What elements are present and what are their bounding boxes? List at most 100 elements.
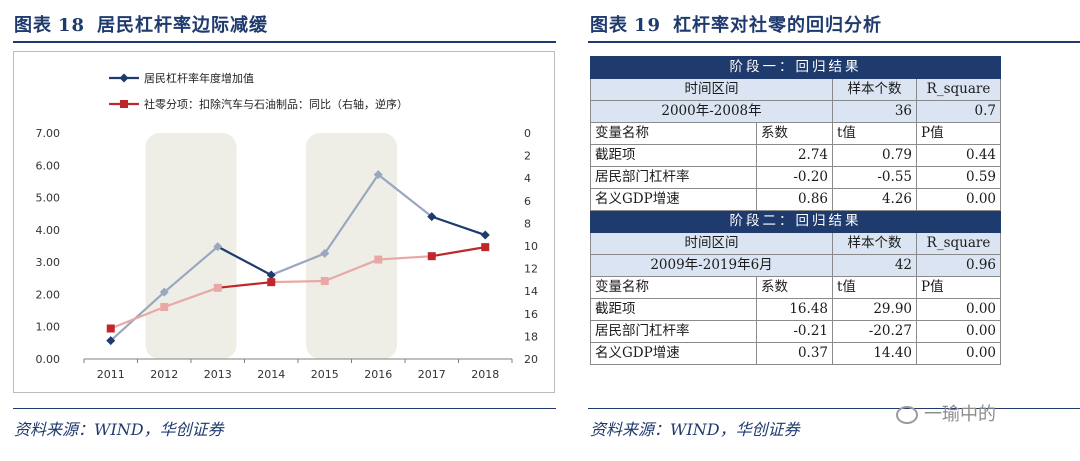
legend-marker-retail <box>120 100 128 108</box>
table-cell: 0.86 <box>756 188 833 211</box>
table-cell: 0.37 <box>756 342 833 365</box>
watermark: 一瑜中的 <box>896 400 996 426</box>
left-source-note: 资料来源：WIND，华创证券 <box>14 420 224 439</box>
table-cell: 变量名称 <box>590 122 757 145</box>
table-cell: 名义GDP增速 <box>590 188 757 211</box>
right-y-tick-label: 14 <box>524 285 538 298</box>
table-cell: 截距项 <box>590 144 757 167</box>
leverage-point <box>106 336 116 346</box>
left-figure-title: 图表 18 居民杠杆率边际减缓 <box>14 11 268 37</box>
table-section-header: 阶段二：回归结果 <box>590 210 1001 233</box>
leverage-chart: 2011 2012 2013 2014 2015 2016 2017 20180.001.00… <box>36 71 539 381</box>
leverage-line-segment <box>377 173 433 218</box>
table-cell: 时间区间 <box>590 232 833 255</box>
table-row: 名义GDP增速 0.86 4.26 0.00 <box>590 188 1001 211</box>
leverage-point <box>159 287 169 297</box>
table-section-header: 阶段一：回归结果 <box>590 56 1001 79</box>
leverage-line-segment <box>431 215 486 237</box>
leverage-point <box>480 230 490 240</box>
table-cell: 4.26 <box>832 188 917 211</box>
leverage-point <box>266 270 276 280</box>
x-tick-label: 2014 <box>257 368 285 381</box>
right-y-tick-label: 20 <box>524 353 538 366</box>
table-cell: 16.48 <box>756 298 833 321</box>
table-cell: 0.96 <box>916 254 1001 277</box>
table-cell: 0.44 <box>916 144 1001 167</box>
leverage-line-segment <box>217 245 272 277</box>
right-y-tick-label: 12 <box>524 263 538 276</box>
x-tick-label: 2012 <box>150 368 178 381</box>
table-cell: R_square <box>916 78 1001 101</box>
x-tick-label: 2018 <box>471 368 499 381</box>
section-title: 阶段一：回归结果 <box>590 56 1001 79</box>
right-y-tick-label: 2 <box>524 150 531 163</box>
table-row: 截距项 16.48 29.90 0.00 <box>590 298 1001 321</box>
table-cell: R_square <box>916 232 1001 255</box>
retail-point <box>160 303 169 312</box>
table-row: 时间区间 样本个数 R_square <box>590 232 1001 255</box>
retail-line-segment <box>324 258 379 283</box>
legend-label-retail: 社零分项：扣除汽车与石油制品：同比（右轴，逆序） <box>144 97 408 111</box>
right-figure-text: 杠杆率对社零的回归分析 <box>673 15 883 36</box>
table-row: 居民部门杠杆率 -0.21 -20.27 0.00 <box>590 320 1001 343</box>
right-y-tick-label: 6 <box>524 195 531 208</box>
left-y-tick-label: 2.00 <box>36 288 61 301</box>
left-y-tick-label: 1.00 <box>36 321 61 334</box>
table-row: 2009年-2019年6月 42 0.96 <box>590 254 1001 277</box>
right-figure-prefix: 图表 <box>590 15 628 36</box>
right-y-tick-label: 0 <box>524 127 531 140</box>
table-cell: 14.40 <box>832 342 917 365</box>
leverage-line-segment <box>110 291 165 342</box>
left-y-tick-label: 5.00 <box>36 192 61 205</box>
table-cell: P值 <box>916 276 1001 299</box>
table-cell: 居民部门杠杆率 <box>590 320 757 343</box>
table-cell: 系数 <box>756 122 833 145</box>
left-source-rule <box>13 408 556 409</box>
left-y-tick-label: 3.00 <box>36 256 61 269</box>
left-figure-text: 居民杠杆率边际减缓 <box>97 15 269 36</box>
table-cell: 名义GDP增速 <box>590 342 757 365</box>
table-row: 居民部门杠杆率 -0.20 -0.55 0.59 <box>590 166 1001 189</box>
left-title-rule <box>13 41 556 43</box>
table-cell: 变量名称 <box>590 276 757 299</box>
retail-line-segment <box>110 305 165 330</box>
table-cell: 36 <box>832 100 917 123</box>
x-tick-label: 2017 <box>418 368 446 381</box>
x-tick-label: 2011 <box>97 368 125 381</box>
retail-point <box>106 324 115 333</box>
table-row: 2000年-2008年 36 0.7 <box>590 100 1001 123</box>
table-cell: 样本个数 <box>832 78 917 101</box>
table-cell: 2000年-2008年 <box>590 100 833 123</box>
retail-line-segment <box>271 279 325 284</box>
retail-point <box>374 255 383 264</box>
table-cell: t值 <box>832 276 917 299</box>
table-cell: P值 <box>916 122 1001 145</box>
table-cell: 样本个数 <box>832 232 917 255</box>
table-cell: -0.21 <box>756 320 833 343</box>
retail-line-segment <box>431 246 486 258</box>
shaded-span-1 <box>145 133 237 359</box>
leverage-point <box>213 242 223 252</box>
table-cell: -0.55 <box>832 166 917 189</box>
right-y-tick-label: 4 <box>524 172 531 185</box>
legend-marker-leverage <box>119 73 129 83</box>
watermark-text: 一瑜中的 <box>924 404 996 425</box>
retail-point <box>320 277 329 286</box>
x-tick-label: 2013 <box>204 368 232 381</box>
table-cell: 0.00 <box>916 188 1001 211</box>
retail-point <box>267 278 276 287</box>
retail-point <box>427 252 436 261</box>
table-cell: -20.27 <box>832 320 917 343</box>
left-y-tick-label: 0.00 <box>36 353 61 366</box>
shaded-span-2 <box>306 133 397 359</box>
section-title: 阶段二：回归结果 <box>590 210 1001 233</box>
table-row: 变量名称 系数 t值 P值 <box>590 122 1001 145</box>
left-y-tick-label: 4.00 <box>36 224 61 237</box>
right-source-note: 资料来源：WIND，华创证券 <box>590 420 800 439</box>
table-cell: 2.74 <box>756 144 833 167</box>
table-cell: t值 <box>832 122 917 145</box>
table-cell: 0.00 <box>916 342 1001 365</box>
right-y-tick-label: 16 <box>524 308 538 321</box>
table-cell: 0.00 <box>916 320 1001 343</box>
table-row: 名义GDP增速 0.37 14.40 0.00 <box>590 342 1001 365</box>
